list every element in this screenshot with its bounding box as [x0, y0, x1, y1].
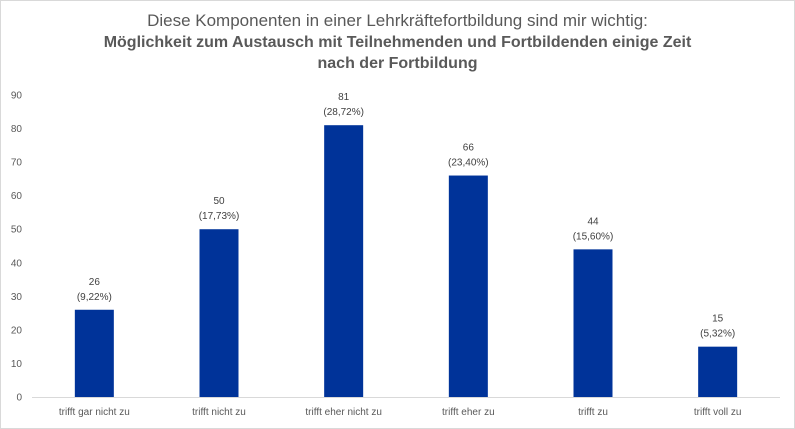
x-tick-label: trifft zu	[578, 407, 608, 418]
chart-title-block: Diese Komponenten in einer Lehrkräftefor…	[0, 10, 795, 74]
bar	[698, 346, 738, 397]
data-label-value: 26	[89, 277, 101, 288]
bar	[199, 229, 239, 397]
data-label-value: 50	[213, 196, 225, 207]
x-tick-label: trifft voll zu	[694, 407, 742, 418]
y-tick-label: 0	[16, 393, 22, 404]
chart-title: Diese Komponenten in einer Lehrkräftefor…	[147, 11, 648, 30]
chart-subtitle-line-1: Möglichkeit zum Austausch mit Teilnehmen…	[103, 34, 692, 51]
y-tick-label: 10	[11, 359, 23, 370]
bar	[324, 125, 364, 397]
bar	[448, 175, 488, 397]
data-labels: 26 (9,22%) 50 (17,73%) 81 (28,72%) 66 (23,40%) 4…	[77, 92, 735, 339]
y-tick-label: 80	[11, 124, 23, 135]
x-tick-label: trifft eher nicht zu	[305, 407, 382, 418]
x-axis: trifft gar nicht zu trifft nicht zu trifft…	[59, 407, 742, 418]
data-label-value: 81	[338, 92, 350, 103]
x-tick-label: trifft nicht zu	[192, 407, 246, 418]
x-tick-label: trifft gar nicht zu	[59, 407, 130, 418]
chart-subtitle-line-2: nach der Fortbildung	[317, 55, 478, 72]
y-tick-label: 90	[11, 91, 23, 102]
y-tick-label: 30	[11, 292, 23, 303]
x-tick-label: trifft eher zu	[442, 407, 495, 418]
bar	[74, 309, 114, 397]
data-label-percent: (28,72%)	[323, 107, 364, 118]
y-tick-label: 20	[11, 325, 23, 336]
y-axis: 0 10 20 30 40 50 60 70 80 90	[11, 91, 23, 404]
data-label-value: 44	[587, 216, 599, 227]
bar	[573, 249, 613, 397]
data-label-percent: (17,73%)	[199, 211, 240, 222]
y-tick-label: 60	[11, 191, 23, 202]
data-label-percent: (15,60%)	[573, 231, 614, 242]
y-tick-label: 70	[11, 158, 23, 169]
y-tick-label: 40	[11, 258, 23, 269]
data-label-value: 66	[463, 143, 475, 154]
data-label-value: 15	[712, 314, 724, 325]
y-tick-label: 50	[11, 225, 23, 236]
bars	[74, 125, 738, 397]
data-label-percent: (5,32%)	[700, 329, 735, 340]
data-label-percent: (9,22%)	[77, 292, 112, 303]
data-label-percent: (23,40%)	[448, 158, 489, 169]
